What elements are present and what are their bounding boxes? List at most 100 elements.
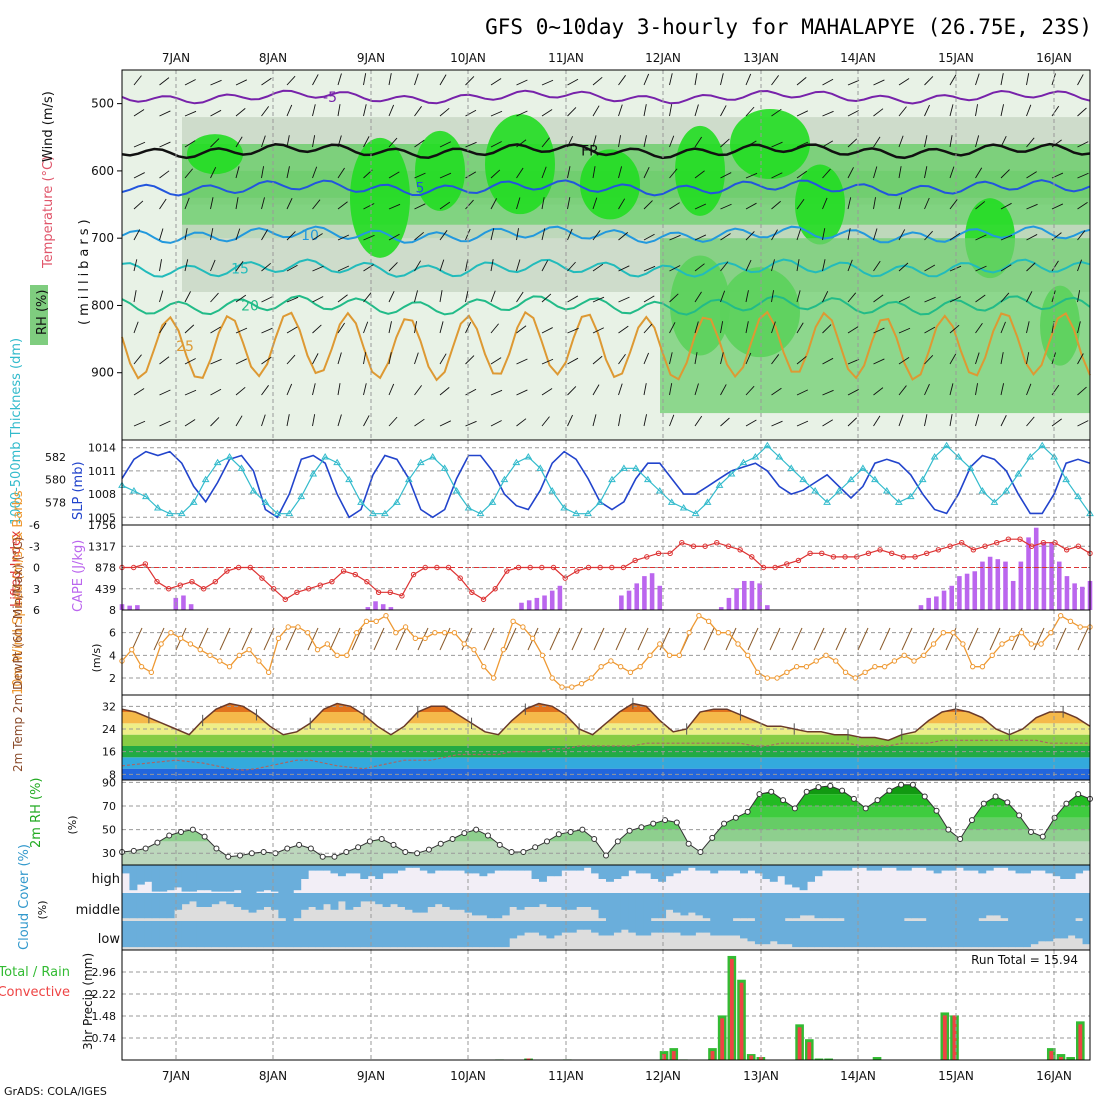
wind-barb bbox=[184, 197, 190, 210]
wind-barb bbox=[490, 78, 502, 86]
thickness-point bbox=[1074, 492, 1082, 500]
cloud-bar bbox=[702, 865, 711, 871]
cloud-bar bbox=[769, 921, 778, 942]
cloud-bar bbox=[561, 921, 570, 933]
rh-moist-cell bbox=[580, 149, 640, 220]
wind-barb bbox=[745, 259, 752, 272]
wind-barb bbox=[694, 263, 705, 272]
rh-point bbox=[1016, 812, 1023, 819]
wind-speed-point bbox=[764, 675, 771, 681]
cloud-bar bbox=[606, 893, 614, 921]
lifted-index-point bbox=[165, 586, 172, 592]
wind-barb bbox=[847, 110, 859, 117]
wind-barb bbox=[923, 627, 935, 651]
wind-barb bbox=[159, 228, 164, 241]
cape-bar bbox=[1072, 583, 1077, 610]
cloud-bar bbox=[762, 865, 771, 879]
lifted-index-point bbox=[317, 582, 323, 588]
cloud-bar bbox=[196, 921, 205, 948]
wind-barb bbox=[873, 166, 878, 179]
wind-speed-point bbox=[979, 663, 986, 670]
lifted-index-point bbox=[399, 593, 405, 599]
wind-barb bbox=[388, 352, 392, 365]
wind-barb bbox=[643, 104, 647, 117]
cloud-bar bbox=[978, 865, 987, 874]
wind-barb bbox=[439, 230, 448, 241]
rh-point bbox=[449, 836, 456, 843]
cloud-bar bbox=[546, 893, 555, 907]
thickness-point bbox=[177, 509, 186, 517]
wind-barb bbox=[1000, 104, 1004, 117]
wind-barb bbox=[337, 414, 342, 427]
wind-barb bbox=[847, 389, 859, 396]
wind-speed-point bbox=[940, 629, 947, 636]
wind-speed-point bbox=[148, 669, 155, 676]
wind-barb bbox=[567, 386, 577, 396]
wind-barb bbox=[847, 326, 859, 334]
cloud-bar bbox=[233, 893, 242, 907]
lifted-index-point bbox=[247, 564, 253, 571]
lifted-index-point bbox=[597, 564, 603, 571]
lifted-index-point bbox=[282, 596, 288, 603]
cloud-bar bbox=[598, 893, 607, 919]
cloud-bar bbox=[859, 921, 868, 948]
wind-speed-point bbox=[314, 646, 321, 653]
cloud-bar bbox=[181, 921, 190, 948]
wind-barb bbox=[197, 627, 209, 651]
rh-tick-label: 30 bbox=[102, 847, 116, 860]
wind-barb bbox=[159, 141, 171, 148]
wind-barb bbox=[439, 201, 451, 210]
wind-barb bbox=[235, 261, 244, 272]
wind-barb bbox=[822, 357, 834, 365]
lifted-index-point bbox=[679, 540, 685, 546]
cloud-bar bbox=[345, 865, 354, 874]
wind-barb bbox=[720, 172, 732, 179]
contour-label: 15 bbox=[231, 261, 249, 277]
cloud-bar bbox=[650, 865, 659, 879]
cloud-bar bbox=[881, 865, 890, 868]
cloud-bar bbox=[814, 865, 823, 877]
wind-barb bbox=[822, 197, 828, 210]
cloud-bar bbox=[256, 921, 264, 948]
cloud-bar bbox=[740, 921, 748, 939]
date-label: 7JAN bbox=[162, 1069, 190, 1083]
precip-legend-convective: Convective bbox=[0, 985, 70, 1000]
cloud-bar bbox=[963, 921, 972, 948]
date-label: 9JAN bbox=[357, 1069, 385, 1083]
rh-point bbox=[709, 834, 716, 841]
rh-point bbox=[296, 841, 303, 848]
cloud-bar bbox=[203, 921, 212, 948]
cloud-bar bbox=[1075, 865, 1084, 874]
wind-barb bbox=[133, 141, 146, 148]
rh-2m-panel: 30 50 70 90 (%) bbox=[66, 776, 1093, 866]
precip-panel: 0.74 1.48 2.22 2.96 bbox=[92, 949, 1091, 1061]
precip-convective-bar bbox=[710, 1051, 715, 1060]
wind-barb bbox=[414, 260, 422, 272]
wind-barb bbox=[261, 229, 268, 241]
thickness-point bbox=[201, 475, 210, 483]
cloud-bar bbox=[792, 865, 801, 888]
cloud-bar bbox=[829, 865, 838, 871]
cloud-bar bbox=[948, 865, 957, 871]
cloud-axis-label: Cloud Cover (%) bbox=[17, 844, 32, 950]
cloud-bar bbox=[427, 865, 436, 874]
cloud-bar bbox=[598, 865, 607, 879]
wind-barb bbox=[541, 166, 547, 179]
rh-point bbox=[791, 805, 798, 812]
wind-barb bbox=[241, 627, 253, 651]
cloud-bar bbox=[218, 865, 227, 892]
wind-speed-point bbox=[471, 646, 477, 653]
date-label: 11JAN bbox=[548, 1069, 584, 1083]
cloud-unit-label: (%) bbox=[36, 900, 49, 919]
wind-barb bbox=[745, 321, 749, 334]
wind-speed-point bbox=[226, 663, 233, 670]
wind-axis-label: 10m Wind Speed (m/s) & Barbs bbox=[11, 490, 26, 695]
cloud-bar bbox=[270, 921, 279, 948]
cloud-bar bbox=[293, 921, 302, 948]
cloud-bar bbox=[390, 865, 399, 874]
wind-barb bbox=[669, 234, 681, 241]
lifted-index-point bbox=[819, 550, 825, 557]
cloud-bar bbox=[926, 865, 935, 871]
cloud-bar bbox=[553, 893, 562, 907]
wind-barb bbox=[235, 358, 248, 365]
